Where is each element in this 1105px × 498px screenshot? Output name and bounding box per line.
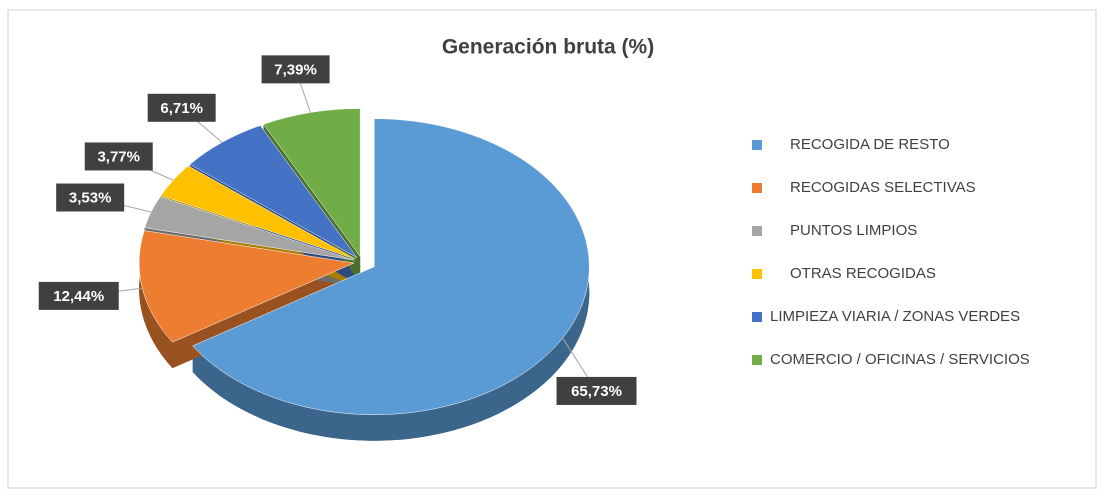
slice-wall bbox=[139, 230, 173, 369]
slice bbox=[160, 165, 356, 260]
legend-swatch bbox=[752, 355, 762, 365]
legend-label: RECOGIDAS SELECTIVAS bbox=[790, 179, 976, 196]
label-box bbox=[38, 281, 119, 310]
legend-label: OTRAS RECOGIDAS bbox=[790, 265, 936, 282]
slice bbox=[144, 196, 355, 261]
data-label: 65,73% bbox=[571, 383, 622, 400]
slice bbox=[189, 125, 358, 258]
data-label: 3,53% bbox=[69, 189, 112, 206]
data-label: 12,44% bbox=[53, 288, 104, 305]
labels: 65,73% 12,44% 3,53% 3,77% 6,71% 7,39% bbox=[38, 55, 637, 405]
label-box bbox=[556, 376, 637, 405]
data-label: 7,39% bbox=[274, 61, 317, 78]
data-label: 3,77% bbox=[97, 148, 140, 165]
label-box bbox=[84, 142, 153, 171]
pie-tops bbox=[138, 108, 590, 415]
label-box bbox=[147, 93, 216, 122]
chart-title: Generación bruta (%) bbox=[442, 36, 654, 59]
data-label: 6,71% bbox=[160, 100, 203, 117]
legend-swatch bbox=[752, 226, 762, 236]
legend-swatch bbox=[752, 269, 762, 279]
legend-swatch bbox=[752, 140, 762, 150]
slice bbox=[192, 118, 590, 415]
legend-swatch bbox=[752, 183, 762, 193]
slice bbox=[263, 108, 361, 258]
label-box bbox=[261, 55, 330, 84]
legend-label: LIMPIEZA VIARIA / ZONAS VERDES bbox=[770, 308, 1020, 325]
legend-label: RECOGIDA DE RESTO bbox=[790, 136, 950, 153]
legend-label: PUNTOS LIMPIOS bbox=[790, 222, 917, 239]
legend-swatch bbox=[752, 312, 762, 322]
legend-label: COMERCIO / OFICINAS / SERVICIOS bbox=[770, 351, 1030, 368]
label-box bbox=[56, 183, 125, 212]
